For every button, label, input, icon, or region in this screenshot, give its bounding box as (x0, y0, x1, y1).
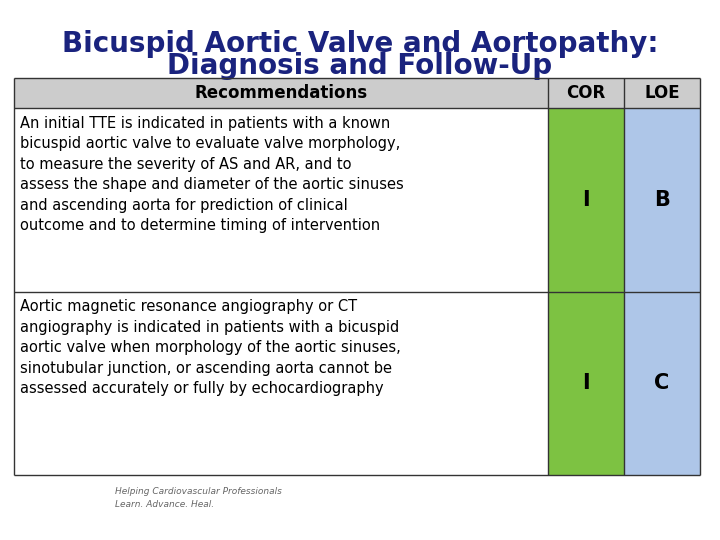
Text: An initial TTE is indicated in patients with a known
bicuspid aortic valve to ev: An initial TTE is indicated in patients … (20, 116, 404, 233)
Text: Aortic magnetic resonance angiography or CT
angiography is indicated in patients: Aortic magnetic resonance angiography or… (20, 300, 401, 396)
Text: Diagnosis and Follow-Up: Diagnosis and Follow-Up (168, 52, 552, 80)
Text: Recommendations: Recommendations (194, 84, 368, 102)
Bar (14, 108, 548, 292)
Text: I: I (582, 373, 590, 393)
Text: COR: COR (567, 84, 606, 102)
Text: Bicuspid Aortic Valve and Aortopathy:: Bicuspid Aortic Valve and Aortopathy: (62, 30, 658, 58)
Bar (548, 108, 624, 292)
Text: I: I (582, 190, 590, 210)
Text: B: B (654, 190, 670, 210)
Bar (624, 108, 700, 292)
Bar (14, 78, 700, 108)
Text: Helping Cardiovascular Professionals
Learn. Advance. Heal.: Helping Cardiovascular Professionals Lea… (115, 487, 282, 509)
Text: LOE: LOE (644, 84, 680, 102)
Bar (548, 292, 624, 475)
Text: C: C (654, 373, 670, 393)
Bar (14, 292, 548, 475)
Bar (624, 292, 700, 475)
